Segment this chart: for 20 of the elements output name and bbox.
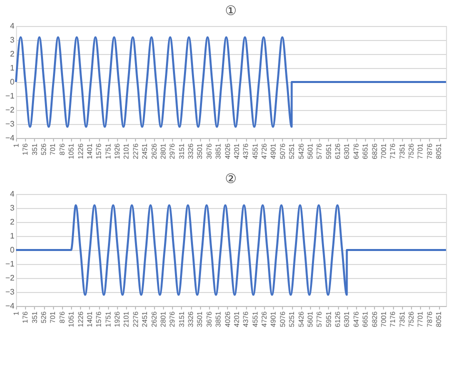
y-tick-label: −4 (5, 302, 16, 310)
y-tick-label: 0 (10, 246, 16, 254)
y-tick-label: 4 (10, 190, 16, 198)
chart-title: ② (225, 171, 237, 186)
y-tick-label: 1 (10, 64, 16, 72)
y-tick-label: 3 (10, 204, 16, 212)
y-tick-label: 2 (10, 218, 16, 226)
y-tick-label: −3 (5, 120, 16, 128)
chart-title: ① (225, 3, 237, 18)
y-tick-label: −2 (5, 274, 16, 282)
y-tick-label: 3 (10, 36, 16, 44)
y-tick-label: −4 (5, 134, 16, 142)
y-tick-label: −1 (5, 92, 16, 100)
y-tick-label: −2 (5, 106, 16, 114)
y-tick-label: 2 (10, 50, 16, 58)
y-tick-label: 4 (10, 22, 16, 30)
y-tick-label: −1 (5, 260, 16, 268)
y-tick-label: 1 (10, 232, 16, 240)
y-tick-label: 0 (10, 78, 16, 86)
y-tick-label: −3 (5, 288, 16, 296)
